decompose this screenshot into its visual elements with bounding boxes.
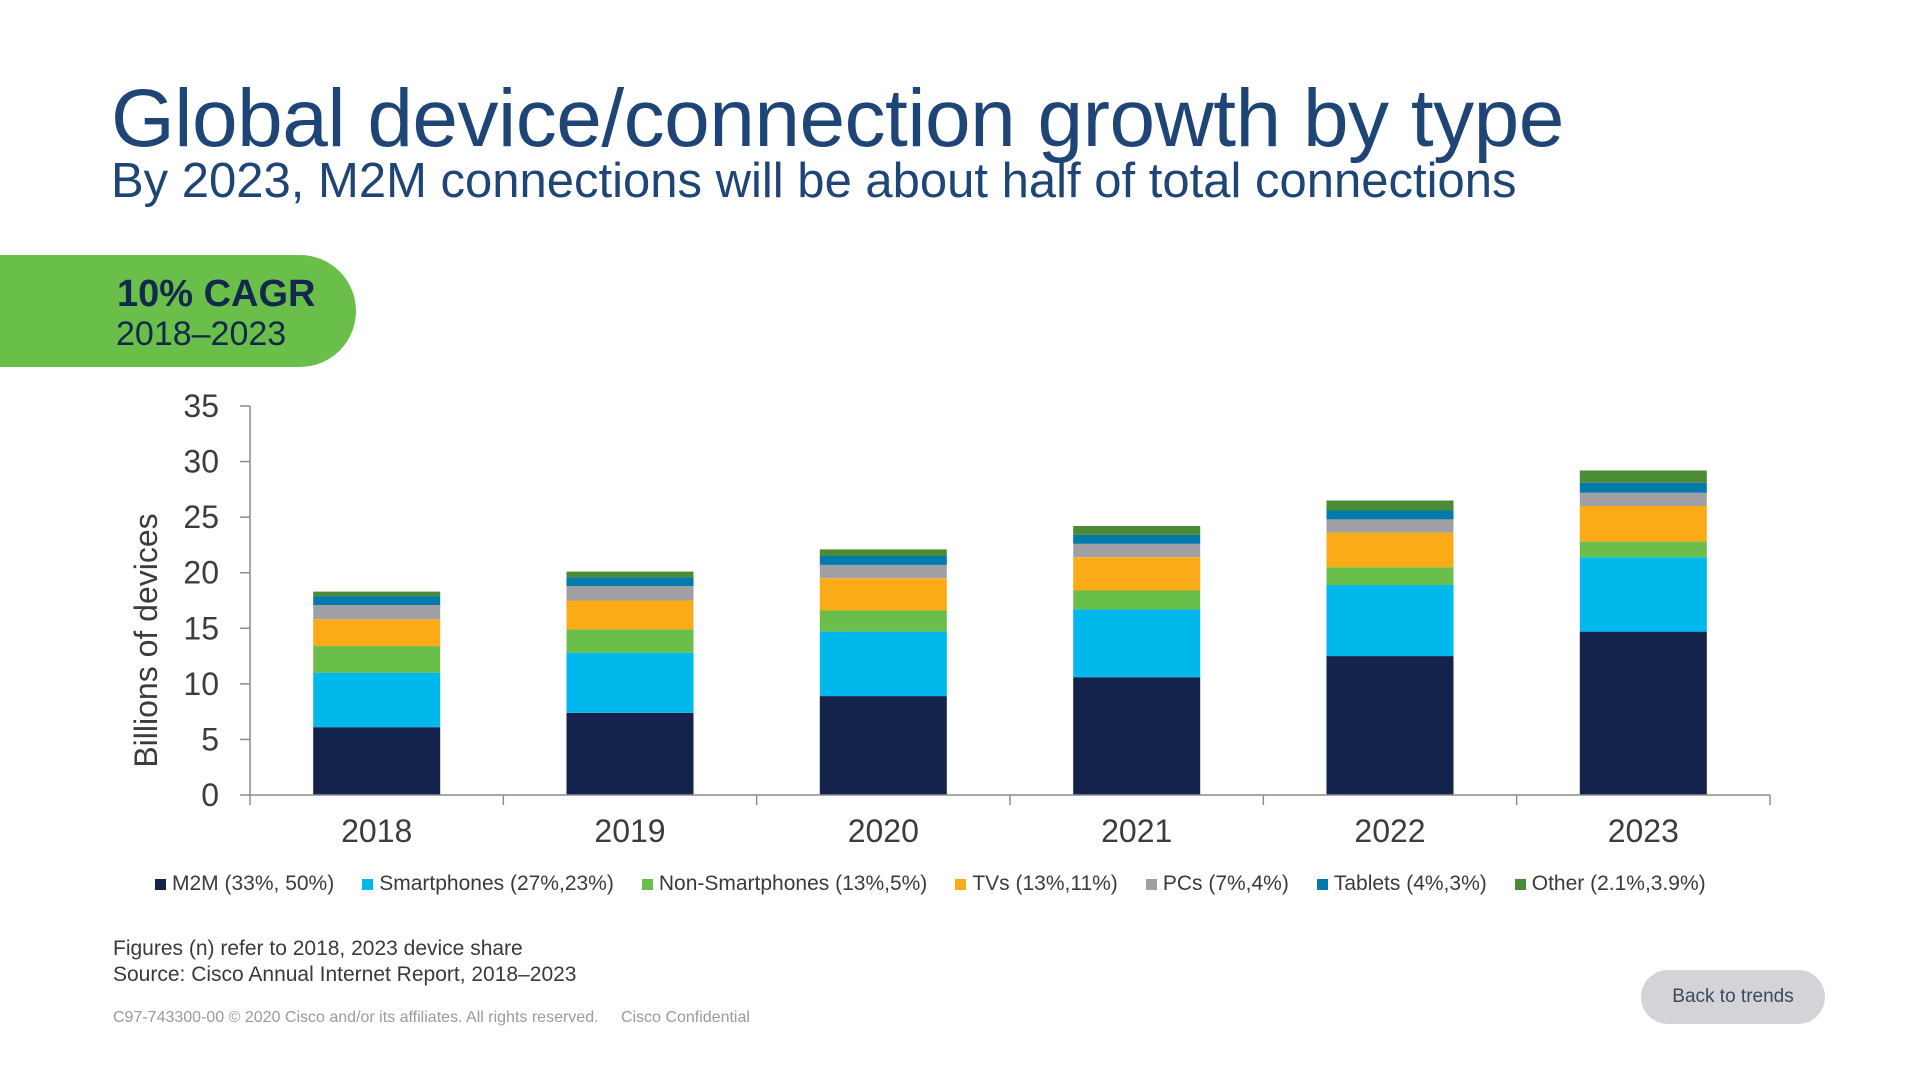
bar-segment: [819, 631, 947, 697]
bar-segment: [1073, 557, 1201, 591]
copyright-line: C97-743300-00 © 2020 Cisco and/or its af…: [113, 1009, 768, 1027]
bar-segment: [566, 652, 694, 713]
y-tick-label: 15: [183, 610, 219, 646]
slide-title: Global device/connection growth by type: [111, 73, 1564, 164]
bar-segment: [819, 610, 947, 632]
legend-item: M2M (33%, 50%): [155, 872, 334, 896]
bar-segment: [1073, 534, 1201, 544]
legend-label: Non-Smartphones (13%,5%): [658, 872, 928, 895]
y-tick-label: 10: [183, 666, 219, 702]
legend-label: M2M (33%, 50%): [172, 872, 335, 895]
bar-segment: [1579, 557, 1707, 632]
footnote-source: Source: Cisco Annual Internet Report, 20…: [113, 963, 577, 986]
chart-legend: M2M (33%, 50%) Smartphones (27%,23%) Non-S…: [155, 872, 1706, 896]
bar-segment: [1073, 677, 1201, 795]
y-tick-label: 25: [183, 499, 219, 535]
legend-label: PCs (7%,4%): [1162, 872, 1289, 895]
footnote-share: Figures (n) refer to 2018, 2023 device s…: [113, 937, 523, 960]
legend-swatch: [1145, 878, 1157, 890]
x-tick-label: 2019: [594, 813, 665, 849]
bar-segment: [313, 672, 441, 728]
legend-swatch: [1514, 878, 1526, 890]
legend-item: PCs (7%,4%): [1145, 872, 1289, 896]
legend-item: Tablets (4%,3%): [1316, 872, 1487, 896]
x-tick-label: 2018: [341, 813, 412, 849]
bar-segment: [1073, 590, 1201, 610]
bar-segment: [1579, 541, 1707, 558]
legend-label: TVs (13%,11%): [972, 872, 1118, 895]
bar-segment: [1579, 492, 1707, 506]
bar-segment: [1326, 510, 1454, 520]
legend-swatch: [362, 878, 374, 890]
bar-segment: [566, 571, 694, 578]
bar-segment: [1073, 526, 1201, 535]
bar-segment: [1326, 584, 1454, 656]
legend-item: Smartphones (27%,23%): [362, 872, 614, 896]
bar-segment: [566, 600, 694, 630]
x-tick-label: 2021: [1101, 813, 1172, 849]
y-tick-label: 35: [183, 388, 219, 424]
bar-segment: [1326, 532, 1454, 568]
bar-segment: [1073, 609, 1201, 678]
bar-segment: [819, 549, 947, 557]
chart-axes: 2018 2019 2020 2021 2022 2023 0 5 10 15 20 25 30 35 Bi…: [128, 388, 1771, 849]
legend-item: Other (2.1%,3.9%): [1514, 872, 1706, 896]
back-to-trends-button[interactable]: Back to trends: [1641, 970, 1825, 1024]
y-tick-label: 30: [183, 444, 219, 480]
bar-segment: [566, 712, 694, 795]
x-tick-label: 2020: [848, 813, 919, 849]
x-tick-label: 2023: [1608, 813, 1679, 849]
bar-segment: [566, 577, 694, 587]
cagr-period: 2018–2023: [116, 315, 287, 353]
x-tick-label: 2022: [1354, 813, 1425, 849]
legend-item: TVs (13%,11%): [955, 872, 1118, 896]
legend-swatch: [1316, 878, 1328, 890]
cagr-badge: [0, 255, 356, 367]
bar-segment: [1579, 470, 1707, 483]
bar-segment: [1326, 519, 1454, 533]
bar-segment: [313, 619, 441, 647]
bar-segment: [566, 586, 694, 601]
legend-label: Other (2.1%,3.9%): [1531, 872, 1706, 895]
copyright-text: C97-743300-00 © 2020 Cisco and/or its af…: [113, 1009, 599, 1026]
legend-swatch: [641, 878, 653, 890]
confidential-label: Cisco Confidential: [620, 1009, 750, 1026]
bar-segment: [819, 696, 947, 795]
bar-segment: [1326, 500, 1454, 511]
bar-segment: [1579, 631, 1707, 795]
footnote: Figures (n) refer to 2018, 2023 device s…: [113, 936, 576, 988]
y-tick-label: 0: [201, 777, 219, 813]
bar-segment: [566, 629, 694, 653]
bar-segment: [1579, 482, 1707, 493]
bar-segment: [1073, 543, 1201, 558]
bar-segment: [313, 646, 441, 673]
legend-label: Smartphones (27%,23%): [379, 872, 614, 895]
legend-swatch: [955, 878, 967, 890]
bar-segment: [1326, 656, 1454, 795]
bar-segment: [313, 591, 441, 596]
bar-segment: [313, 727, 441, 795]
y-tick-label: 20: [183, 555, 219, 591]
bar-segment: [819, 556, 947, 565]
legend-swatch: [155, 878, 166, 890]
bar-segment: [819, 578, 947, 611]
y-axis-label: Billions of devices: [128, 513, 164, 767]
y-tick-label: 5: [201, 721, 219, 757]
bar-segment: [1579, 506, 1707, 542]
slide-subtitle: By 2023, M2M connections will be about h…: [111, 154, 1517, 208]
cagr-value: 10% CAGR: [117, 273, 316, 315]
bar-segment: [819, 564, 947, 579]
legend-item: Non-Smartphones (13%,5%): [641, 872, 928, 896]
bar-segment: [313, 604, 441, 620]
bar-segment: [313, 596, 441, 605]
bar-group: [313, 470, 1707, 795]
legend-label: Tablets (4%,3%): [1333, 872, 1487, 895]
bar-segment: [1326, 567, 1454, 585]
